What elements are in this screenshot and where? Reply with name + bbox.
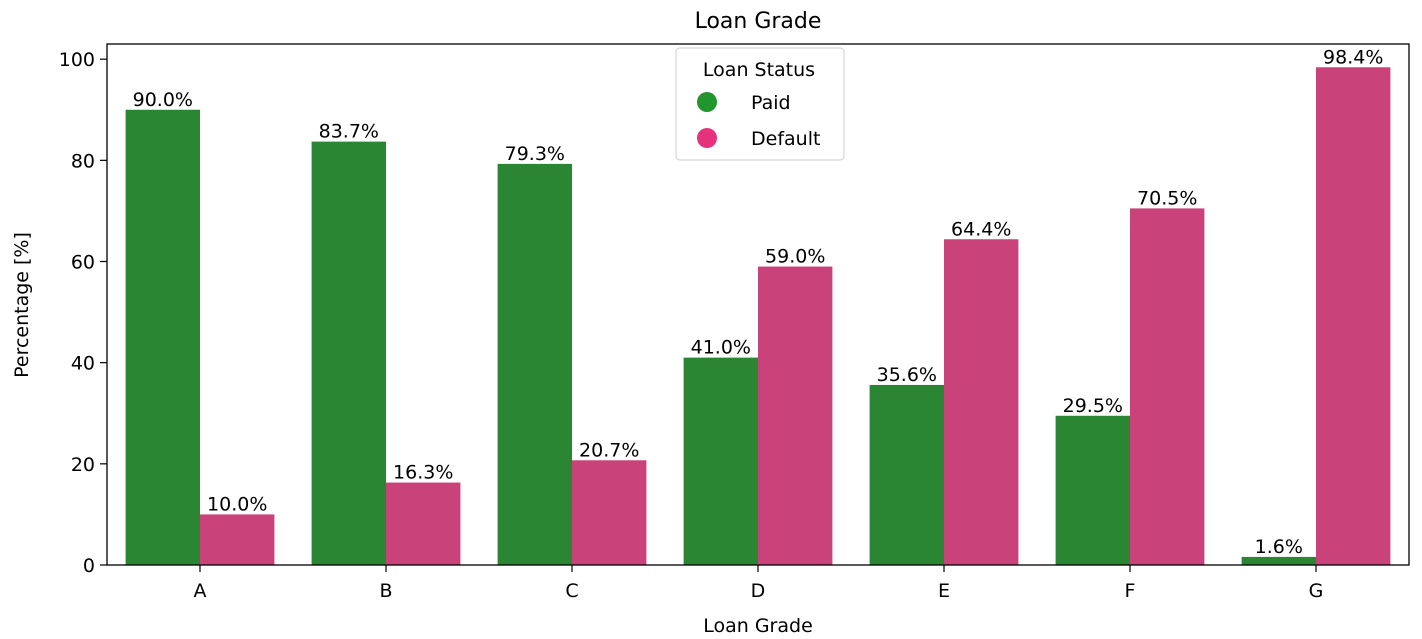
bar-label-paid-b: 83.7% <box>319 121 379 143</box>
y-tick-label-20: 20 <box>71 454 95 476</box>
bar-default-f <box>1130 208 1205 565</box>
x-tick-label-c: C <box>565 580 578 602</box>
legend-marker-default <box>697 128 717 148</box>
bar-paid-a <box>125 109 200 565</box>
bar-paid-c <box>497 163 572 565</box>
bar-label-default-a: 10.0% <box>207 493 267 515</box>
bars-layer <box>125 67 1391 566</box>
x-axis-label: Loan Grade <box>703 615 813 637</box>
y-axis: 0 20 40 60 80 100 <box>59 49 107 577</box>
bar-default-e <box>944 239 1019 565</box>
bar-paid-e <box>869 384 944 565</box>
legend-label-default: Default <box>751 128 820 150</box>
bar-label-paid-g: 1.6% <box>1255 536 1303 558</box>
bar-default-b <box>386 482 461 565</box>
x-axis: A B C D E F G <box>194 565 1324 602</box>
bar-paid-d <box>683 357 758 565</box>
bar-label-paid-c: 79.3% <box>505 143 565 165</box>
bar-default-c <box>572 460 647 565</box>
bar-label-default-g: 98.4% <box>1323 46 1383 68</box>
x-tick-label-d: D <box>751 580 766 602</box>
y-tick-label-60: 60 <box>71 252 95 274</box>
y-tick-label-40: 40 <box>71 353 95 375</box>
x-tick-label-g: G <box>1309 580 1324 602</box>
bar-label-default-f: 70.5% <box>1137 187 1197 209</box>
y-tick-label-80: 80 <box>71 150 95 172</box>
bar-paid-f <box>1055 415 1130 565</box>
bar-label-paid-f: 29.5% <box>1063 395 1123 417</box>
x-tick-label-b: B <box>379 580 392 602</box>
bar-default-a <box>200 514 275 565</box>
y-tick-label-0: 0 <box>83 555 95 577</box>
legend-title: Loan Status <box>703 59 815 81</box>
bar-label-default-b: 16.3% <box>393 462 453 484</box>
legend-marker-paid <box>697 92 717 112</box>
bar-label-paid-d: 41.0% <box>691 337 751 359</box>
x-tick-label-e: E <box>938 580 950 602</box>
bar-label-paid-a: 90.0% <box>133 89 193 111</box>
y-axis-label: Percentage [%] <box>11 232 33 378</box>
bar-label-default-e: 64.4% <box>951 218 1011 240</box>
bar-label-paid-e: 35.6% <box>877 364 937 386</box>
bar-labels-layer: 90.0% 83.7% 79.3% 41.0% 35.6% 29.5% 1.6% 10.0% 1… <box>133 46 1384 558</box>
bar-default-g <box>1316 67 1391 566</box>
y-tick-label-100: 100 <box>59 49 95 71</box>
bar-label-default-c: 20.7% <box>579 439 639 461</box>
legend-label-paid: Paid <box>751 92 791 114</box>
x-tick-label-f: F <box>1125 580 1136 602</box>
x-tick-label-a: A <box>194 580 207 602</box>
bar-label-default-d: 59.0% <box>765 246 825 268</box>
chart-title: Loan Grade <box>695 9 822 34</box>
bar-paid-g <box>1241 556 1316 565</box>
bar-paid-b <box>311 141 386 565</box>
legend: Loan Status Paid Default <box>675 47 845 161</box>
legend-box <box>675 47 845 161</box>
bar-default-d <box>758 266 833 565</box>
